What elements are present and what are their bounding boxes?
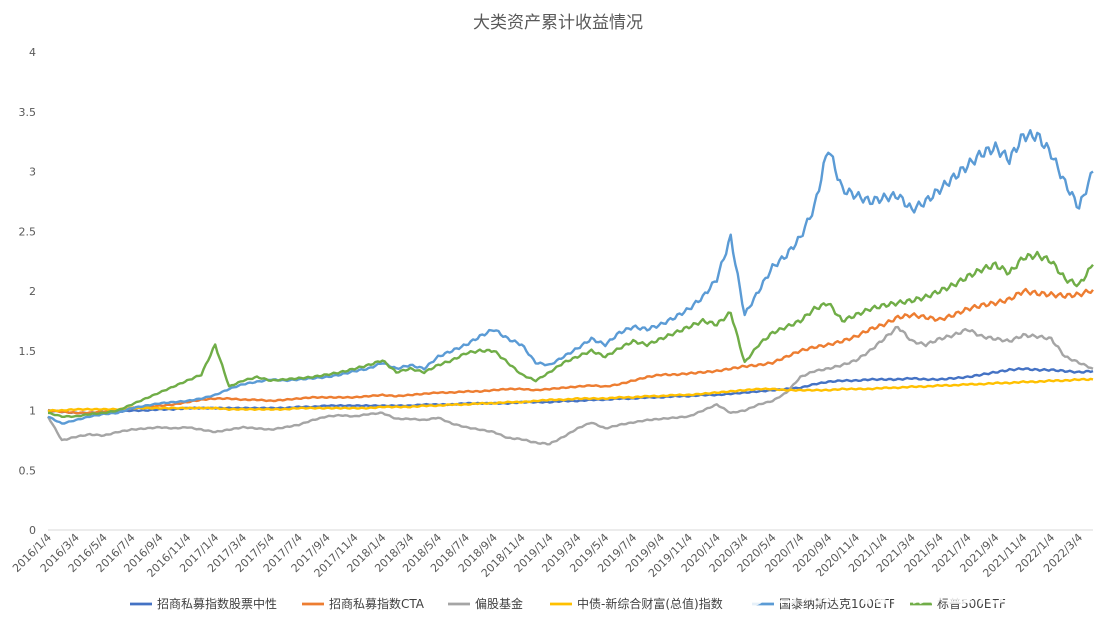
chart-title: 大类资产累计收益情况 [473, 13, 643, 33]
y-tick-label: 2 [29, 285, 36, 298]
legend-label: 标普500ETF [937, 597, 1006, 611]
legend-label: 国泰纳斯达克100ETF [779, 597, 896, 611]
y-tick-label: 1.5 [19, 345, 37, 358]
legend-label: 招商私募指数股票中性 [157, 596, 277, 611]
legend: 招商私募指数股票中性 招商私募指数CTA 偏股基金 中债-新综合财富(总值)指数 国泰纳… [130, 596, 1006, 611]
series-line [46, 325, 1094, 446]
legend-label: 中债-新综合财富(总值)指数 [577, 596, 723, 611]
series-line [47, 250, 1094, 419]
y-axis: 0 0.5 1 1.5 2 2.5 3 3.5 4 [19, 46, 37, 537]
y-tick-label: 2.5 [19, 225, 37, 238]
x-axis: 2016/1/42016/3/42016/5/42016/7/42016/9/4… [10, 529, 1093, 580]
y-tick-label: 0 [29, 524, 36, 537]
y-tick-label: 0.5 [19, 464, 37, 477]
watermark: 雪球：微积分量化价投 [736, 574, 1062, 608]
snowball-logo-icon [736, 574, 768, 606]
legend-label: 招商私募指数CTA [329, 596, 425, 611]
plot-area [46, 128, 1094, 446]
series-line [47, 377, 1094, 413]
series-line [47, 287, 1094, 415]
y-tick-label: 3 [29, 166, 36, 179]
series-line [47, 128, 1094, 425]
y-tick-label: 3.5 [19, 106, 37, 119]
legend-label: 偏股基金 [475, 596, 523, 611]
y-tick-label: 1 [29, 405, 36, 418]
watermark-text: 雪球：微积分量化价投 [772, 574, 1062, 608]
y-tick-label: 4 [29, 46, 36, 59]
series-line [47, 367, 1094, 415]
